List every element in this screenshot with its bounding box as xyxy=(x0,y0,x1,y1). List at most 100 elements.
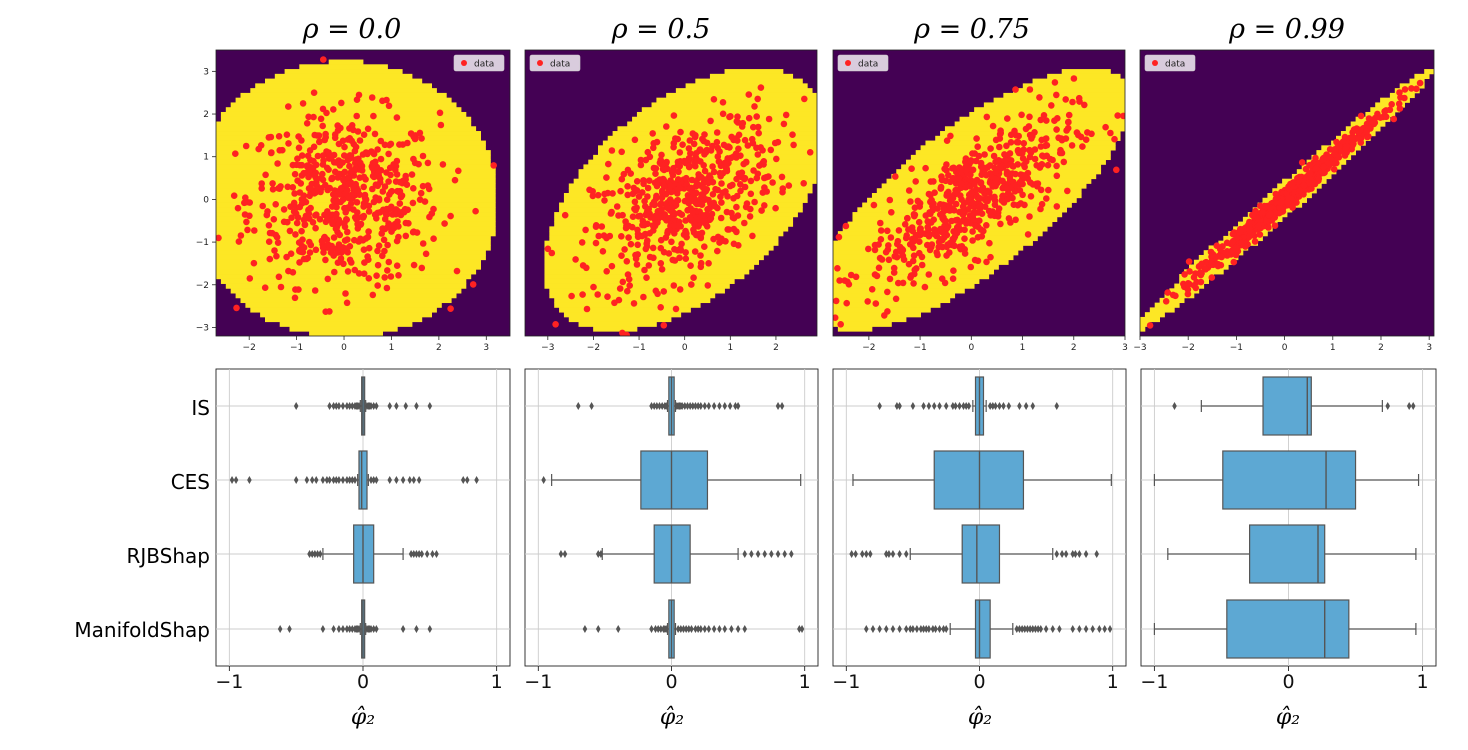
data-point xyxy=(625,234,632,241)
data-point xyxy=(319,122,327,130)
outlier-marker xyxy=(1043,625,1049,633)
outlier-marker xyxy=(615,625,621,633)
data-point xyxy=(333,203,340,211)
x-tick-label: 1 xyxy=(491,671,503,693)
data-point xyxy=(1357,112,1365,120)
data-point xyxy=(753,113,760,120)
data-point xyxy=(779,188,786,196)
data-point xyxy=(277,283,285,291)
data-point xyxy=(409,199,417,207)
data-point xyxy=(664,229,671,237)
data-point xyxy=(293,161,300,169)
data-point xyxy=(1300,182,1308,189)
data-point xyxy=(945,202,953,209)
outlier-marker xyxy=(910,625,916,633)
x-tick-label: −1 xyxy=(632,343,645,353)
outlier-marker xyxy=(331,476,336,484)
data-point xyxy=(295,144,303,152)
data-point xyxy=(1012,170,1019,178)
outlier-marker xyxy=(943,625,949,633)
outlier-marker xyxy=(371,625,376,633)
outlier-marker xyxy=(742,625,748,633)
data-point xyxy=(246,275,254,282)
data-point xyxy=(364,125,372,133)
data-point xyxy=(847,271,855,279)
data-point xyxy=(609,190,616,197)
box-manifoldshap xyxy=(1153,599,1417,659)
outlier-marker xyxy=(659,402,665,410)
data-point xyxy=(717,193,724,200)
outlier-marker xyxy=(926,402,932,410)
data-point xyxy=(622,224,630,232)
data-point xyxy=(1058,149,1066,157)
data-point xyxy=(780,120,788,128)
x-tick-label: 1 xyxy=(799,671,811,693)
outlier-marker xyxy=(775,550,781,558)
outlier-marker xyxy=(655,625,661,633)
data-point xyxy=(365,228,372,235)
data-point xyxy=(292,231,299,238)
data-point xyxy=(950,207,958,214)
outlier-marker xyxy=(897,625,902,633)
outlier-marker xyxy=(910,402,916,410)
outlier-marker xyxy=(997,402,1002,410)
box-rjbshap xyxy=(849,524,1099,584)
data-point xyxy=(469,281,477,288)
data-point xyxy=(943,161,950,168)
data-point xyxy=(316,216,324,223)
data-point xyxy=(1026,213,1033,220)
data-point xyxy=(1040,153,1047,160)
outlier-marker xyxy=(387,476,393,484)
box-manifoldshap xyxy=(582,599,805,659)
outlier-marker xyxy=(651,402,657,410)
outlier-marker xyxy=(921,625,926,633)
data-point xyxy=(455,167,462,175)
data-points xyxy=(216,56,498,316)
data-point xyxy=(986,188,993,196)
data-point xyxy=(1053,162,1060,170)
outlier-marker xyxy=(957,402,962,410)
data-point xyxy=(930,178,937,185)
data-point xyxy=(685,145,693,152)
data-point xyxy=(998,197,1006,204)
x-tick-label: 0 xyxy=(341,343,347,353)
data-point xyxy=(284,218,291,226)
data-point xyxy=(395,233,402,241)
data-point xyxy=(395,272,402,279)
data-point xyxy=(692,132,699,139)
data-point xyxy=(1038,200,1046,208)
outlier-marker xyxy=(937,625,942,633)
data-point xyxy=(698,201,706,208)
data-point xyxy=(360,246,368,253)
data-points xyxy=(544,84,814,336)
x-tick-label: 1 xyxy=(727,343,733,353)
data-point xyxy=(868,286,876,293)
y-tick-label: −1 xyxy=(196,238,209,248)
outlier-marker xyxy=(1023,402,1029,410)
data-point xyxy=(1266,204,1274,211)
data-point xyxy=(1363,120,1371,128)
data-point xyxy=(978,210,986,217)
data-point xyxy=(1390,115,1398,123)
data-point xyxy=(950,267,957,275)
outlier-marker xyxy=(894,402,900,410)
data-point xyxy=(291,294,299,302)
data-point xyxy=(1335,143,1343,150)
data-point xyxy=(1026,153,1034,161)
data-point xyxy=(686,185,693,193)
data-point xyxy=(1022,125,1030,133)
data-point xyxy=(617,187,624,195)
data-point xyxy=(323,164,331,172)
outlier-marker xyxy=(682,402,688,410)
outlier-marker xyxy=(762,550,768,558)
outlier-marker xyxy=(411,550,417,558)
data-point xyxy=(1007,131,1015,139)
data-point xyxy=(670,143,677,151)
data-point xyxy=(727,113,734,120)
data-point xyxy=(676,149,684,156)
data-point xyxy=(701,167,709,175)
data-point xyxy=(695,230,703,238)
data-point xyxy=(430,235,437,242)
boxplot-panel-rho-05: −1 0 1 xyxy=(524,368,819,693)
data-point xyxy=(884,246,892,253)
